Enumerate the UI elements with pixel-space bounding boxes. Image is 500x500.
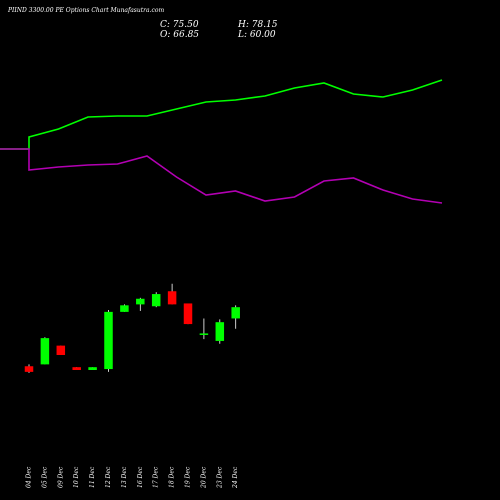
lower-band-line [0, 148, 443, 204]
candle-body [104, 311, 113, 370]
candle-body [231, 307, 240, 319]
low-value: L: 60.00 [238, 30, 276, 40]
x-tick-label: 18 Dec [169, 466, 176, 488]
x-tick-label: 10 Dec [73, 466, 80, 488]
x-tick-label: 12 Dec [105, 466, 112, 488]
candle-body [136, 298, 145, 305]
chart-title: PIIND 3300.00 PE Options Chart Munafasut… [8, 7, 165, 14]
close-value: C: 75.50 [160, 20, 199, 30]
candle-body [24, 366, 34, 372]
candle-11 [199, 318, 209, 340]
x-tick-label: 19 Dec [185, 466, 192, 488]
upper-band-line [0, 79, 443, 150]
x-tick-label: 11 Dec [89, 466, 96, 488]
x-tick-label: 17 Dec [153, 466, 160, 488]
candle-body [40, 338, 50, 365]
x-axis-labels: 04 Dec 05 Dec 09 Dec 10 Dec 11 Dec 12 Dec 13 D… [26, 466, 240, 489]
candle-body [215, 322, 225, 341]
x-tick-label: 16 Dec [137, 466, 144, 488]
candle-0 [24, 364, 34, 373]
candle-body [88, 367, 97, 370]
candle-4 [88, 367, 97, 370]
candle-body [72, 367, 81, 370]
candle-9 [167, 283, 177, 305]
candle-body [199, 333, 209, 335]
bands-layer [0, 79, 443, 204]
x-tick-label: 20 Dec [200, 466, 207, 489]
candle-8 [151, 292, 161, 308]
x-tick-label: 05 Dec [41, 466, 48, 488]
x-tick-label: 24 Dec [232, 466, 239, 489]
candle-7 [136, 297, 145, 311]
candle-body [56, 345, 66, 355]
candle-3 [72, 367, 81, 370]
candle-body [167, 291, 177, 305]
x-tick-label: 23 Dec [216, 466, 223, 489]
x-tick-label: 13 Dec [121, 466, 128, 488]
candle-5 [104, 310, 113, 372]
open-value: O: 66.85 [160, 30, 200, 40]
x-tick-label: 04 Dec [26, 466, 33, 488]
candle-body [120, 305, 129, 312]
candle-10 [183, 303, 193, 325]
high-value: H: 78.15 [238, 20, 278, 30]
candle-body [183, 303, 193, 325]
candle-2 [56, 345, 66, 355]
candle-body [151, 294, 161, 307]
candles-layer [24, 283, 240, 373]
candle-1 [40, 337, 50, 365]
candle-13 [231, 305, 240, 329]
candle-12 [215, 319, 225, 344]
x-tick-label: 09 Dec [57, 466, 64, 488]
candle-6 [120, 304, 129, 312]
